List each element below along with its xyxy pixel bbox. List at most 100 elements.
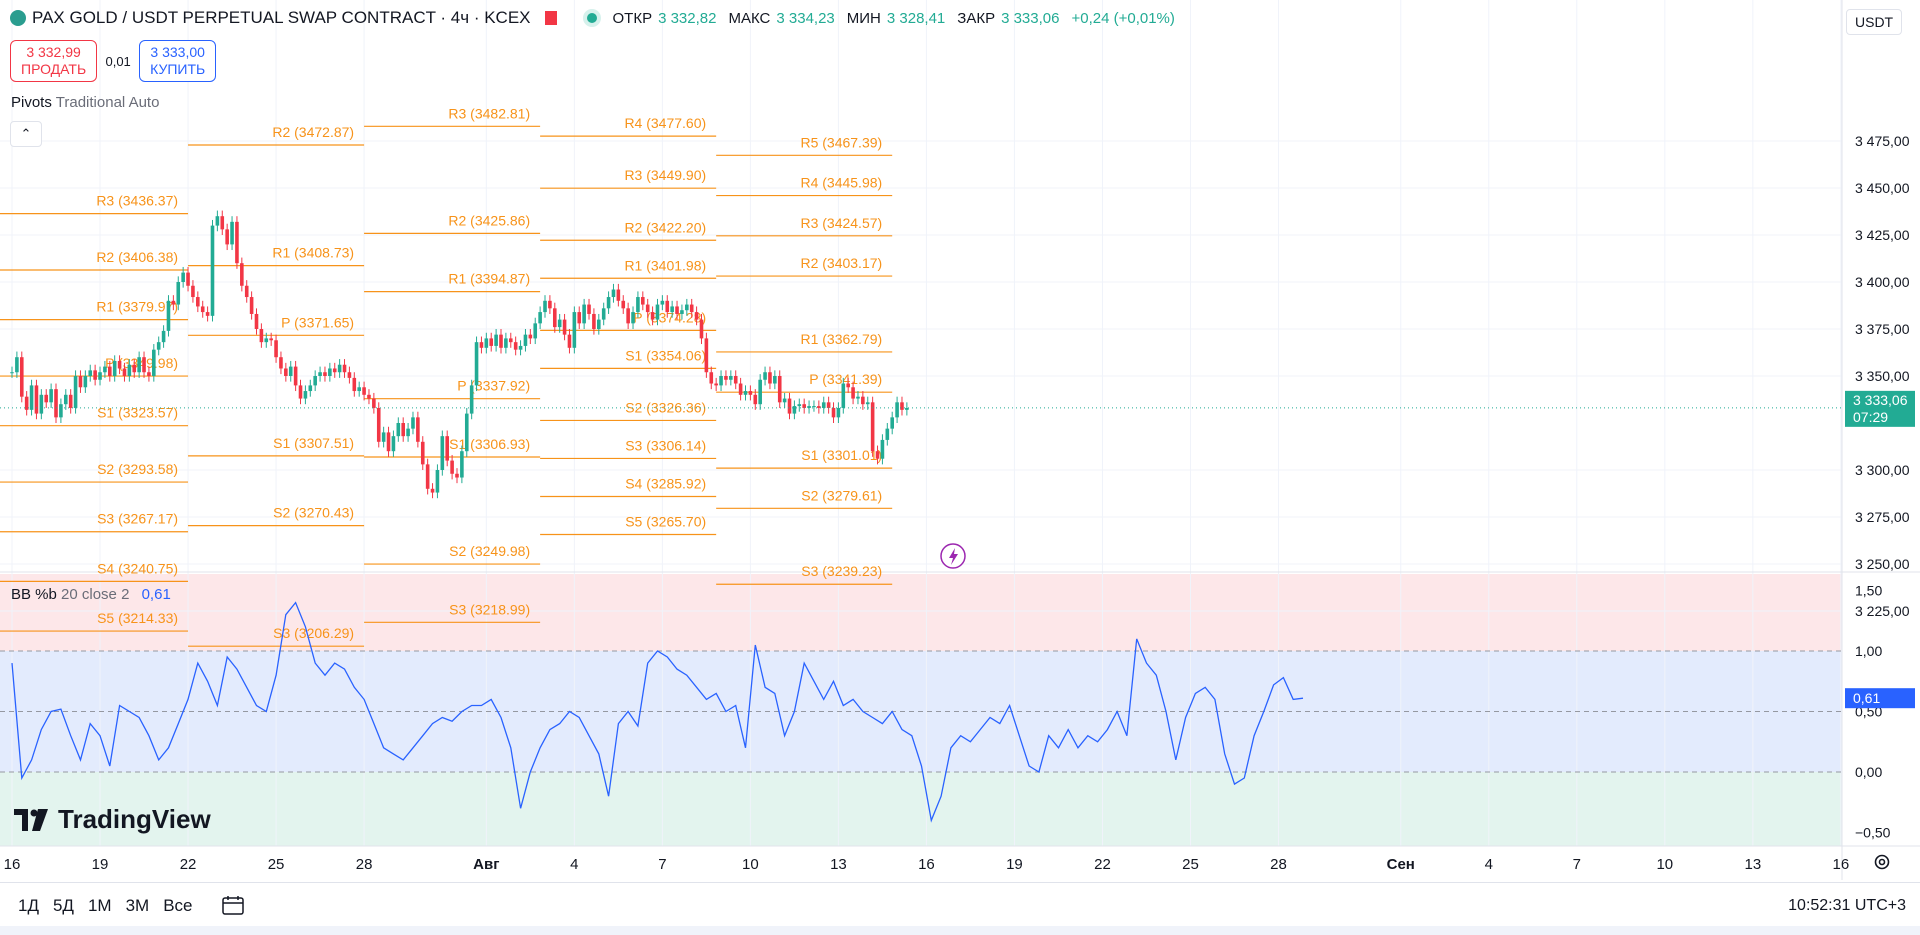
collapse-legend-button[interactable]: ⌃ xyxy=(10,121,42,147)
range-1d[interactable]: 1Д xyxy=(18,896,39,915)
candle-body xyxy=(875,451,880,459)
date-axis-label: 19 xyxy=(1006,856,1023,873)
buy-button[interactable]: 3 333,00 КУПИТЬ xyxy=(139,40,217,82)
candle-body xyxy=(865,402,870,405)
candle-body xyxy=(200,306,205,313)
bottom-toolbar: 1Д 5Д 1М 3М Все 10:52:31 UTC+3 xyxy=(0,882,1920,927)
date-axis-label: 28 xyxy=(356,856,373,873)
pivot-level-label: R5 (3467.39) xyxy=(800,134,882,150)
candle-body xyxy=(293,366,298,386)
date-axis-label: 10 xyxy=(1656,856,1673,873)
candle-body xyxy=(440,436,445,470)
symbol-title[interactable]: PAX GOLD / USDT PERPETUAL SWAP CONTRACT … xyxy=(32,8,531,27)
candle-body xyxy=(215,216,220,226)
sell-label: ПРОДАТЬ xyxy=(21,61,87,77)
candle-body xyxy=(196,297,200,307)
pivot-level-label: P (3371.65) xyxy=(281,314,354,330)
candle-body xyxy=(528,334,533,339)
candle-body xyxy=(484,338,489,348)
flag-icon[interactable] xyxy=(544,11,557,25)
pivot-level-label: S3 (3267.17) xyxy=(97,511,178,527)
pivot-level-label: S3 (3206.29) xyxy=(273,625,354,641)
candle-body xyxy=(489,338,494,346)
candle-body xyxy=(479,342,484,348)
date-axis-label: 19 xyxy=(92,856,109,873)
last-price-value: 3 333,06 xyxy=(1853,392,1908,408)
candle-body xyxy=(367,394,371,399)
pivot-level-label: R3 (3436.37) xyxy=(96,193,178,209)
candle-body xyxy=(675,306,679,314)
lightning-glyph xyxy=(949,548,958,565)
pivot-level-label: P (3337.92) xyxy=(457,378,530,394)
date-axis-label: 16 xyxy=(4,856,21,873)
candle-body xyxy=(59,404,63,418)
candle-body xyxy=(616,289,621,301)
candle-body xyxy=(122,368,127,376)
pivot-level-label: R2 (3422.20) xyxy=(624,219,706,235)
pivot-level-label: S5 (3265.70) xyxy=(625,513,706,529)
candle-body xyxy=(626,308,630,324)
bb-upper-zone xyxy=(0,574,1842,651)
high-label: МАКС xyxy=(728,9,771,27)
price-chart[interactable]: R3 (3436.37) R2 (3406.38) R1 (3379.97) P (3… xyxy=(0,0,1920,880)
candle-body xyxy=(416,417,420,442)
range-all[interactable]: Все xyxy=(163,896,193,915)
pivot-level-label: S2 (3270.43) xyxy=(273,505,354,521)
candle-body xyxy=(176,282,181,305)
candle-body xyxy=(464,413,469,452)
calendar-range-icon[interactable] xyxy=(222,895,244,915)
candle-body xyxy=(826,402,831,408)
range-3m[interactable]: 3М xyxy=(125,896,150,915)
candle-body xyxy=(298,385,303,399)
pivot-level-label: S3 (3218.99) xyxy=(449,601,530,617)
candle-body xyxy=(562,319,567,335)
candle-body xyxy=(792,406,797,414)
pivots-legend[interactable]: Pivots Traditional Auto xyxy=(11,94,159,111)
date-axis-label: 7 xyxy=(658,856,666,873)
range-5d[interactable]: 5Д xyxy=(52,896,74,915)
candle-body xyxy=(259,329,264,343)
candle-body xyxy=(93,370,97,380)
candle-body xyxy=(127,364,132,376)
footer-strip xyxy=(0,926,1920,935)
candle-body xyxy=(592,313,596,329)
candle-body xyxy=(680,310,684,314)
date-axis-label: 25 xyxy=(1182,856,1199,873)
candle-body xyxy=(34,385,39,414)
candle-body xyxy=(533,323,538,339)
candle-body xyxy=(548,300,552,309)
clock-timezone[interactable]: 10:52:31 UTC+3 xyxy=(1788,897,1906,914)
candle-body xyxy=(685,304,689,311)
candle-body xyxy=(714,383,718,386)
bb-legend[interactable]: BB %b 20 close 2 0,61 xyxy=(11,586,171,603)
candle-body xyxy=(577,312,582,324)
price-axis-label: 3 425,00 xyxy=(1855,227,1910,243)
candle-body xyxy=(147,372,151,376)
currency-button[interactable]: USDT xyxy=(1846,9,1903,35)
date-axis-label: 4 xyxy=(570,856,578,873)
pivots-name: Pivots xyxy=(11,94,52,111)
settings-icon[interactable] xyxy=(1872,852,1892,872)
candle-body xyxy=(191,285,195,298)
tradingview-logo[interactable]: TradingView xyxy=(14,804,211,835)
date-axis-label: Сен xyxy=(1387,856,1415,873)
pivot-level-label: R3 (3424.57) xyxy=(800,215,882,231)
candle-body xyxy=(244,285,249,298)
candle-body xyxy=(313,376,317,386)
candle-body xyxy=(587,304,591,314)
range-1m[interactable]: 1М xyxy=(87,896,112,915)
date-axis-label: 13 xyxy=(830,856,847,873)
sell-button[interactable]: 3 332,99 ПРОДАТЬ xyxy=(10,40,98,82)
range-buttons: 1Д 5Д 1М 3М Все xyxy=(18,896,192,916)
date-axis-label: 13 xyxy=(1744,856,1761,873)
candle-body xyxy=(870,402,875,452)
candle-body xyxy=(900,402,904,410)
candle-body xyxy=(768,372,772,384)
pivot-level-label: R2 (3406.38) xyxy=(96,249,178,265)
candle-body xyxy=(10,372,14,374)
date-axis-label: 25 xyxy=(268,856,285,873)
candle-body xyxy=(704,338,709,373)
candle-body xyxy=(279,357,283,369)
pivot-level-label: R1 (3379.97) xyxy=(96,299,178,315)
candle-body xyxy=(396,423,401,437)
